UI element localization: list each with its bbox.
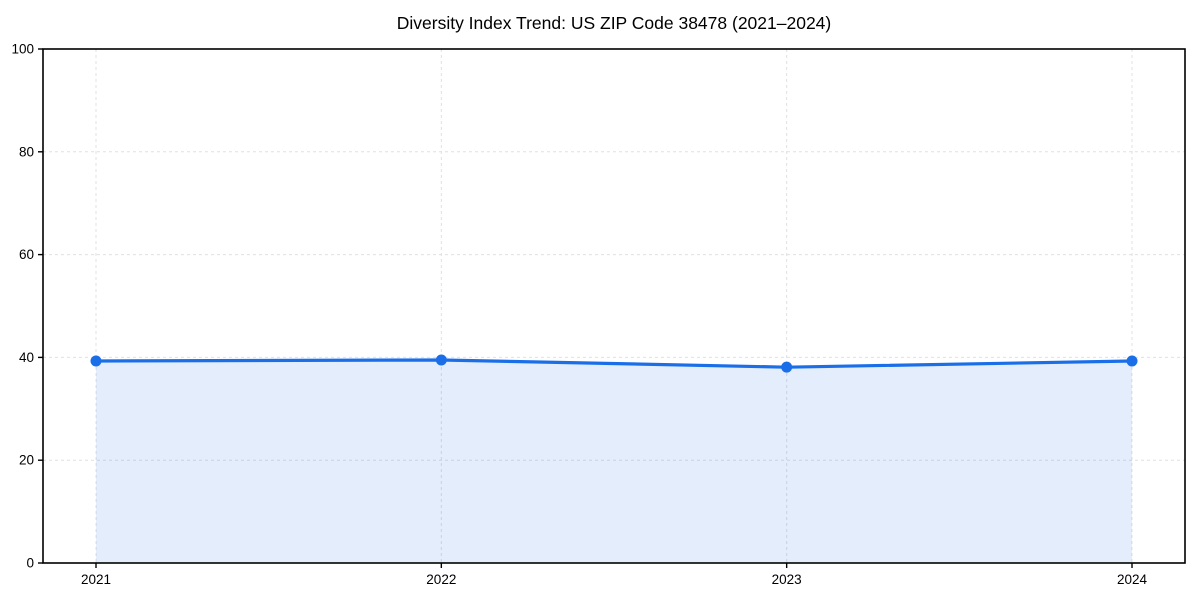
data-point-2021 — [90, 355, 102, 367]
x-tick-label: 2024 — [1117, 572, 1148, 587]
x-tick-label: 2023 — [772, 572, 802, 587]
trend-line — [94, 358, 1134, 369]
y-tick-label: 40 — [19, 350, 34, 365]
y-tick-label: 80 — [19, 144, 34, 159]
data-point-2024 — [1126, 355, 1138, 367]
y-tick-label: 0 — [26, 555, 34, 570]
data-point-2022 — [435, 354, 447, 366]
area-fill — [96, 359, 1132, 563]
x-tick-label: 2021 — [81, 572, 111, 587]
data-point-2023 — [781, 361, 793, 373]
y-tick-label: 100 — [11, 41, 34, 56]
chart-title: Diversity Index Trend: US ZIP Code 38478… — [396, 13, 832, 33]
axis-ticks: 0 20 40 60 80 100 2021 2022 2023 2024 — [11, 41, 1147, 587]
plot-frame — [42, 48, 1186, 564]
x-tick-label: 2022 — [426, 572, 456, 587]
y-tick-label: 60 — [19, 247, 34, 262]
y-tick-label: 20 — [19, 453, 34, 468]
